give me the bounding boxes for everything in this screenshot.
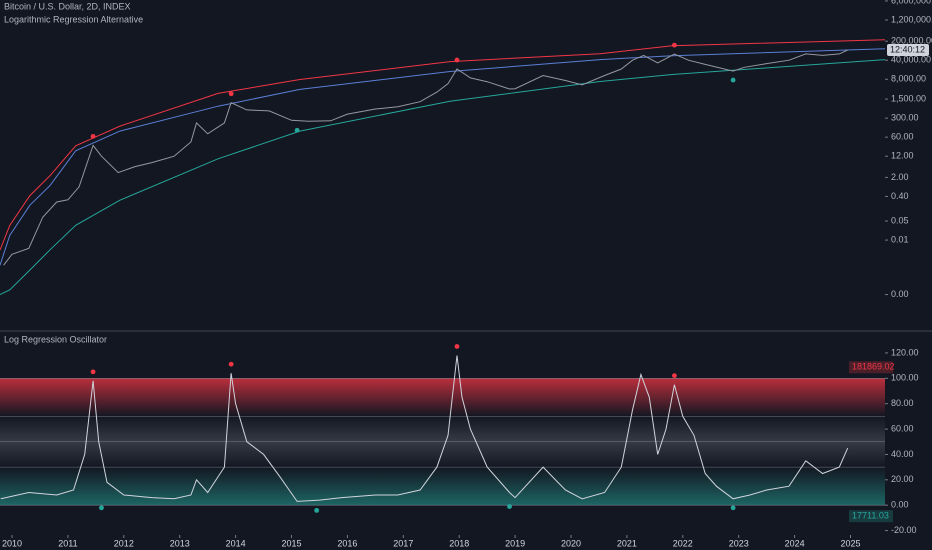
band-badge	[849, 510, 893, 523]
y-tick-label: 1,200,000.00	[891, 14, 932, 24]
signal-marker	[228, 361, 234, 367]
chart-subtitle: Logarithmic Regression Alternative	[4, 14, 143, 24]
pane	[0, 355, 885, 506]
y-tick-label: 40.00	[891, 449, 914, 459]
signal-marker	[314, 507, 320, 513]
y-tick-label: 0.01	[891, 234, 909, 244]
band-label: 181869.02	[852, 362, 895, 372]
y-tick-label: 60.00	[891, 423, 914, 433]
overbought-zone	[0, 378, 885, 417]
x-tick-label: 2019	[505, 538, 525, 548]
y-tick-label: 0.05	[891, 215, 909, 225]
y-tick-label: 80.00	[891, 398, 914, 408]
signal-marker	[672, 373, 677, 379]
x-tick-label: 2018	[449, 538, 469, 548]
x-tick-label: 2015	[281, 538, 301, 548]
y-tick-label: 40,000.00	[891, 55, 931, 65]
y-tick-label: 8,000.00	[891, 74, 926, 84]
x-tick-label: 2011	[58, 538, 77, 548]
x-tick-label: 2016	[337, 538, 357, 548]
x-tick-label: 2012	[114, 538, 134, 548]
oversold-zone	[0, 467, 885, 506]
y-tick-label: 12.00	[891, 151, 914, 161]
countdown-label: 12:40:12	[890, 44, 925, 54]
x-tick-label: 2021	[617, 538, 637, 548]
chart-title: Bitcoin / U.S. Dollar, 2D, INDEX	[4, 1, 131, 11]
series-line	[0, 59, 885, 296]
signal-marker	[507, 504, 512, 509]
x-tick-label: 2020	[561, 538, 581, 548]
signal-marker	[730, 77, 736, 83]
x-tick-label: 2023	[729, 538, 749, 548]
band-badge	[849, 361, 893, 374]
y-tick-label: 60.00	[891, 132, 914, 142]
series-line	[0, 39, 885, 251]
series-line	[0, 48, 885, 266]
signal-marker	[730, 505, 736, 511]
x-tick-label: 2010	[2, 538, 22, 548]
y-tick-label: 200,000.00	[891, 36, 932, 46]
y-tick-label: -20.00	[891, 525, 917, 535]
countdown-badge	[887, 43, 929, 56]
signal-marker	[90, 369, 96, 375]
x-tick-label: 2022	[673, 538, 693, 548]
signal-marker	[90, 133, 96, 139]
y-tick-label: 300.00	[891, 112, 919, 122]
y-tick-label: 2.00	[891, 172, 909, 182]
y-tick-label: 0.00	[891, 289, 909, 299]
signal-marker	[294, 127, 300, 133]
y-tick-label: 100.00	[891, 373, 919, 383]
x-tick-label: 2025	[840, 538, 860, 548]
series-line	[0, 355, 849, 502]
y-tick-label: 1,500.00	[891, 93, 926, 103]
y-tick-label: 20.00	[891, 474, 914, 484]
band-label: 17711.03	[852, 511, 889, 521]
series-line	[3, 49, 848, 266]
y-tick-label: 6,000,000.00	[891, 0, 932, 5]
y-tick-label: 0.00	[891, 500, 909, 510]
signal-marker	[454, 57, 460, 63]
pane-title: Log Regression Oscillator	[4, 334, 107, 344]
x-tick-label: 2014	[226, 538, 246, 548]
x-tick-label: 2024	[785, 538, 805, 548]
x-tick-label: 2013	[170, 538, 190, 548]
signal-marker	[454, 344, 460, 349]
pane	[0, 39, 885, 296]
x-tick-label: 2017	[393, 538, 413, 548]
signal-marker	[228, 91, 234, 97]
y-tick-label: 0.40	[891, 191, 909, 201]
signal-marker	[99, 505, 104, 511]
signal-marker	[672, 42, 677, 48]
y-tick-label: 120.00	[891, 347, 919, 357]
